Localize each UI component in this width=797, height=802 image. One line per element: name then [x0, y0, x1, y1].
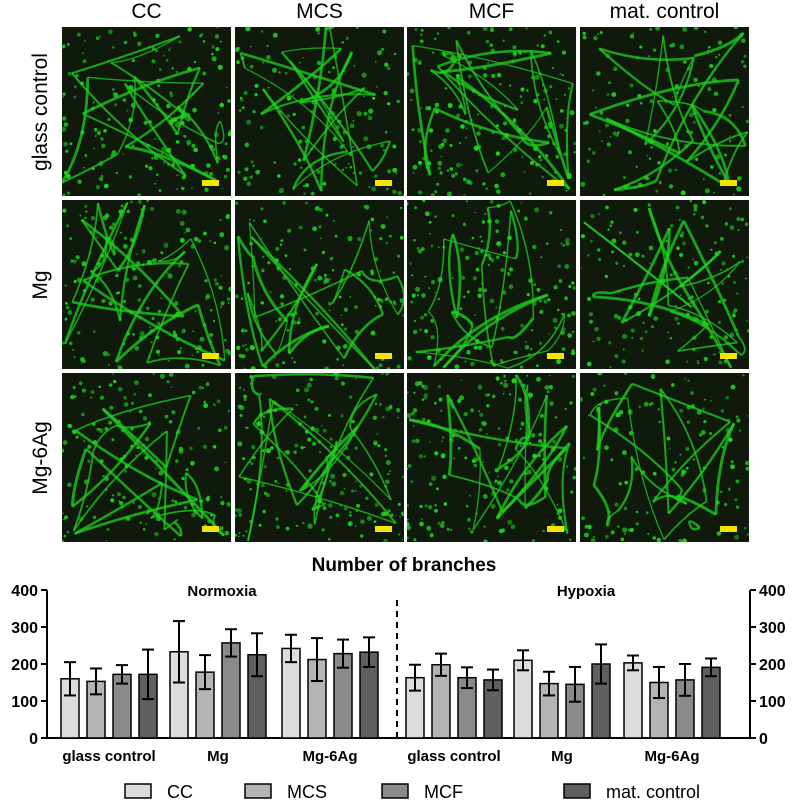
micrograph-panel	[407, 373, 576, 542]
x-category-label: glass control	[62, 748, 155, 765]
cell-network-image	[62, 27, 231, 196]
cell-network-image	[407, 200, 576, 369]
scale-bar	[720, 526, 737, 532]
column-header-2: MCF	[468, 0, 515, 23]
micrograph-panel	[580, 27, 749, 196]
scale-bar	[547, 526, 564, 532]
y-tick-label-left: 100	[11, 694, 38, 711]
bar-cc	[623, 662, 643, 739]
x-category-label: Mg	[207, 748, 229, 765]
micrograph-panel	[580, 200, 749, 369]
micrograph-panel	[62, 200, 231, 369]
scale-bar	[202, 353, 219, 359]
cell-network-image	[580, 373, 749, 542]
legend-label: CC	[167, 782, 193, 802]
column-header-0: CC	[131, 0, 162, 23]
legend-swatch	[381, 783, 409, 799]
bar-cc	[513, 659, 533, 739]
y-tick-label-left: 400	[11, 583, 38, 600]
scale-bar	[375, 353, 392, 359]
cell-network-image	[407, 373, 576, 542]
y-tick-label-left: 300	[11, 620, 38, 637]
scale-bar	[202, 180, 219, 186]
x-category-label: Mg	[551, 748, 573, 765]
column-header-1: MCS	[296, 0, 343, 23]
micrograph-panel	[62, 373, 231, 542]
micrograph-panel	[62, 27, 231, 196]
cell-network-image	[235, 27, 404, 196]
branches-bar-chart: Number of branches 0 0 100 100 200 200 300 300 40…	[11, 555, 786, 802]
x-category-label: Mg-6Ag	[303, 748, 358, 765]
cell-network-image	[62, 373, 231, 542]
scale-bar	[720, 353, 737, 359]
group-label-hypoxia: Hypoxia	[557, 583, 616, 600]
legend-label: MCS	[287, 782, 327, 802]
legend-swatch	[563, 783, 591, 799]
y-tick-label-right: 0	[759, 731, 768, 748]
micrograph-panel	[235, 373, 404, 542]
scale-bar	[720, 180, 737, 186]
row-header-1: Mg	[29, 269, 52, 300]
scale-bar	[202, 526, 219, 532]
cell-network-image	[62, 200, 231, 369]
bar-mat-control	[701, 666, 721, 739]
cell-network-image	[580, 200, 749, 369]
scale-bar	[547, 353, 564, 359]
micrograph-panel	[407, 27, 576, 196]
cell-network-image	[407, 27, 576, 196]
y-tick-label-right: 400	[759, 583, 786, 600]
row-header-0: glass control	[29, 52, 52, 171]
group-label-normoxia: Normoxia	[187, 583, 257, 600]
micrograph-panel	[235, 200, 404, 369]
row-header-2: Mg-6Ag	[29, 420, 52, 495]
x-category-label: glass control	[407, 748, 500, 765]
chart-title: Number of branches	[312, 555, 497, 576]
column-header-3: mat. control	[609, 0, 720, 23]
scale-bar	[375, 180, 392, 186]
cell-network-image	[235, 373, 404, 542]
y-tick-label-right: 200	[759, 657, 786, 674]
legend-label: MCF	[424, 782, 463, 802]
legend-swatch	[244, 783, 272, 799]
cell-network-image	[580, 27, 749, 196]
legend-swatch	[124, 783, 152, 799]
y-tick-label-right: 300	[759, 620, 786, 637]
y-tick-label-left: 0	[29, 731, 38, 748]
micrograph-panel	[235, 27, 404, 196]
legend-label: mat. control	[606, 782, 700, 802]
y-tick-label-right: 100	[759, 694, 786, 711]
cell-network-image	[235, 200, 404, 369]
scale-bar	[547, 180, 564, 186]
micrograph-panel	[580, 373, 749, 542]
x-category-label: Mg-6Ag	[645, 748, 700, 765]
y-tick-label-left: 200	[11, 657, 38, 674]
micrograph-panel	[407, 200, 576, 369]
scale-bar	[375, 526, 392, 532]
